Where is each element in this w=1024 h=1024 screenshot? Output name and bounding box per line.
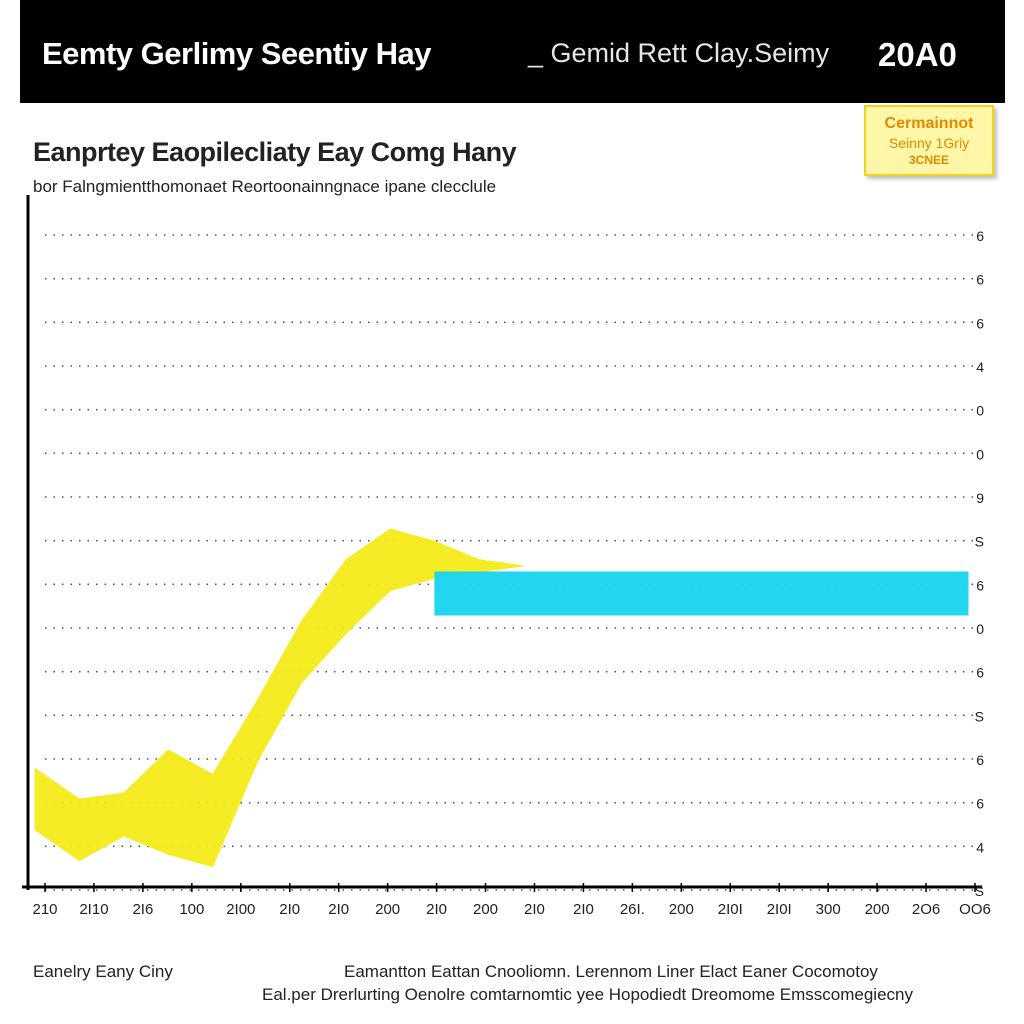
x-tick-label: 100 — [179, 901, 204, 918]
y-tick-label: S — [975, 883, 984, 899]
axis-layer — [22, 195, 982, 892]
y-tick-label: 4 — [976, 839, 984, 855]
header-bar: Eemty Gerlimy Seentiy Hay _ Gemid Rett C… — [20, 0, 1005, 103]
footer-caption-line-1: Eamantton Eattan Cnooliomn. Lerennom Lin… — [344, 962, 878, 981]
y-tick-label: 9 — [976, 490, 984, 506]
header-year: 20A0 — [878, 36, 957, 73]
y-tick-label: 6 — [976, 272, 984, 288]
x-tick-label: 2O6 — [912, 901, 940, 918]
x-tick-label: 210 — [32, 901, 57, 918]
x-tick-label: 2I0 — [328, 901, 349, 918]
x-tick-label: 2I0 — [426, 901, 447, 918]
x-tick-label: 2I0I — [718, 901, 743, 918]
legend-line-3: 3CNEE — [908, 153, 949, 167]
x-tick-label: 300 — [816, 901, 841, 918]
x-tick-label: 200 — [375, 901, 400, 918]
header-title: Eemty Gerlimy Seentiy Hay — [42, 36, 431, 71]
y-tick-label: 6 — [976, 228, 984, 244]
x-tick-label: 2I10 — [79, 901, 108, 918]
y-tick-label: S — [975, 534, 984, 550]
x-tick-label: 2I0 — [279, 901, 300, 918]
legend-box: Cermainnot Seinny 1Griy 3CNEE — [864, 105, 994, 176]
x-tick-label: 2I0I — [767, 901, 792, 918]
y-tick-label: 6 — [976, 796, 984, 812]
y-tick-label: 6 — [976, 665, 984, 681]
y-tick-label: 6 — [976, 315, 984, 331]
series-layer — [34, 528, 969, 868]
y-tick-label: 0 — [976, 621, 984, 637]
y-tick-label: 4 — [976, 359, 984, 375]
x-tick-label: 200 — [473, 901, 498, 918]
x-tick-layer: 210 2I10 2I6 100 2I00 2I0 2I0 200 2I0 200 2I0 2I0 26… — [32, 901, 990, 918]
chart-title: Eanprtey Eaopilecliaty Eay Comg Hany — [33, 137, 517, 167]
x-tick-label: 2I6 — [132, 901, 153, 918]
x-tick-label: 2I0 — [573, 901, 594, 918]
y-tick-label: S — [975, 708, 984, 724]
legend-line-2: Seinny 1Griy — [888, 135, 970, 151]
footer-caption-line-2: Eal.per Drerlurting Oenolre comtarnomtic… — [262, 985, 913, 1004]
series-area-2 — [434, 571, 969, 616]
x-tick-label: 200 — [865, 901, 890, 918]
y-tick-layer: 6 6 6 4 0 0 9 S 6 0 6 S 6 6 4 S — [975, 228, 985, 899]
y-tick-label: 6 — [976, 577, 984, 593]
header-subtitle: _ Gemid Rett Clay.Seimy — [528, 38, 830, 68]
y-tick-label: 0 — [976, 446, 984, 462]
footer-left-label: Eanelry Eany Ciny — [33, 962, 173, 981]
y-tick-label: 0 — [976, 403, 984, 419]
y-tick-label: 6 — [976, 752, 984, 768]
x-tick-label: OO6 — [959, 901, 991, 918]
x-tick-label: 2I00 — [226, 901, 255, 918]
x-tick-label: 2I0 — [524, 901, 545, 918]
legend-line-1: Cermainnot — [884, 115, 974, 132]
series-area-1 — [34, 528, 524, 868]
x-tick-label: 26I. — [620, 901, 645, 918]
chart-subtitle: bor Falngmientthomonaet Reortoonainngnac… — [33, 177, 497, 196]
x-tick-label: 200 — [669, 901, 694, 918]
